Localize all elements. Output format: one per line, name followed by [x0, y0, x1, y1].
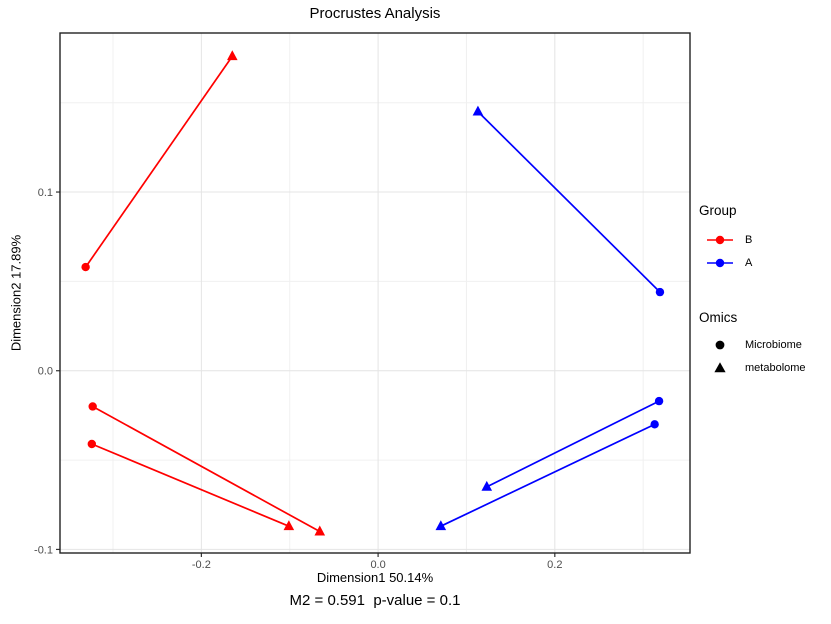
microbiome-point	[87, 439, 97, 449]
metabolome-point	[283, 520, 295, 531]
microbiome-point	[655, 287, 665, 297]
metabolome-point	[227, 50, 238, 61]
x-tick-label: 0.2	[547, 559, 562, 571]
y-tick-label: 0.1	[38, 187, 53, 199]
microbiome-point	[650, 420, 659, 429]
legend-item-label: A	[745, 257, 753, 269]
legend-key-line-point	[707, 258, 733, 268]
procrustes-segment	[91, 443, 290, 527]
procrustes-segment	[486, 400, 660, 488]
y-tick-label: 0.0	[38, 366, 53, 378]
x-tick-label: -0.2	[192, 559, 211, 571]
legend-item-label: metabolome	[745, 362, 806, 374]
chart-caption: M2 = 0.591 p-value = 0.1	[289, 592, 461, 609]
legend-key-circle-icon	[715, 340, 725, 350]
x-axis-title: Dimension1 50.14%	[316, 570, 434, 585]
legend-omics-title: Omics	[699, 310, 738, 325]
legend-item: metabolome	[706, 360, 806, 376]
procrustes-segment	[84, 55, 233, 268]
y-tick-label: -0.1	[34, 544, 53, 556]
metabolome-point	[314, 525, 326, 536]
metabolome-point	[481, 480, 493, 491]
legend-group-title: Group	[699, 203, 737, 218]
panel-border	[59, 32, 691, 554]
microbiome-point	[88, 402, 97, 411]
procrustes-segment	[440, 423, 656, 527]
legend-key-triangle-icon	[714, 362, 726, 373]
procrustes-segment	[92, 405, 321, 533]
legend-item: Microbiome	[706, 337, 802, 353]
x-tick-label: 0.0	[370, 559, 385, 571]
microbiome-point	[654, 396, 664, 406]
chart-title: Procrustes Analysis	[309, 5, 441, 22]
metabolome-point	[435, 520, 447, 531]
legend-item-label: Microbiome	[745, 339, 802, 351]
procrustes-segment	[477, 111, 661, 293]
legend-item: A	[706, 255, 752, 271]
y-axis-title: Dimension2 17.89%	[8, 234, 24, 352]
legend-key-line-point	[707, 235, 733, 245]
metabolome-point	[472, 105, 484, 116]
legend-item-label: B	[745, 234, 753, 246]
legend-item: B	[706, 232, 752, 248]
microbiome-point	[81, 262, 90, 272]
